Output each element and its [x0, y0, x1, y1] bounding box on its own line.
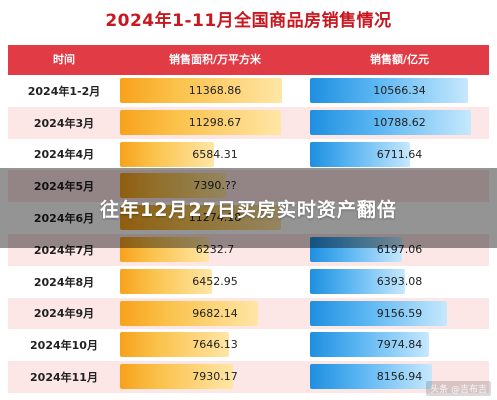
table-row: 2024年6月 11274.18 [8, 202, 489, 234]
overlay-headline: 往年12月27日买房实时资产翻倍 [100, 198, 397, 221]
area-value: 7930.17 [192, 370, 238, 384]
row-time: 2024年10月 [30, 339, 98, 353]
sales-value: 8156.94 [376, 370, 423, 384]
sales-bar [310, 300, 447, 326]
sales-value: 7974.84 [376, 338, 423, 352]
row-time: 2024年6月 [33, 212, 95, 226]
row-time: 2024年5月 [33, 180, 95, 194]
overlay-banner: 往年12月27日买房实时资产翻倍 [0, 168, 497, 248]
row-time: 2024年7月 [33, 243, 95, 257]
area-bar [120, 364, 234, 390]
area-bar [120, 78, 283, 103]
area-bar [120, 109, 282, 135]
table-row: 2024年8月 6452.95 6393.08 [8, 265, 489, 298]
area-value: 11298.67 [188, 115, 242, 129]
sales-bar [310, 268, 406, 294]
area-bar [120, 300, 259, 326]
table-row: 2024年11月 7930.17 8156.94 [8, 361, 489, 393]
header-area: 销售面积/万平方米 [168, 53, 262, 66]
area-bar [120, 173, 226, 199]
table-row: 2024年9月 9682.14 9156.59 [8, 297, 489, 330]
sales-bar [310, 332, 429, 358]
row-time: 2024年11月 [30, 371, 98, 385]
area-value: 6232.7 [195, 243, 235, 256]
area-value: 9682.14 [192, 306, 238, 320]
sales-bar [310, 237, 403, 262]
table-row: 2024年3月 11298.67 10788.62 [8, 106, 489, 139]
sales-value: 6711.64 [376, 147, 423, 161]
header-sales: 销售额/亿元 [369, 53, 430, 66]
sales-value: 9156.59 [376, 306, 423, 320]
area-value: 7646.13 [192, 338, 238, 352]
sales-value: 10788.62 [373, 115, 426, 129]
area-value: 11368.86 [188, 84, 242, 97]
table-row: 2024年4月 6584.31 6711.64 [8, 138, 489, 171]
area-bar [120, 237, 210, 262]
header-time: 时间 [53, 53, 75, 66]
sales-bar [310, 141, 411, 167]
area-bar [120, 332, 230, 358]
area-value: 6584.31 [192, 147, 238, 161]
sales-value: 6393.08 [376, 274, 423, 288]
table-row: 2024年5月 7390.?? [8, 170, 489, 203]
area-bar [120, 205, 282, 231]
area-value: 6452.95 [192, 274, 238, 288]
page-title: 2024年1-11月全国商品房销售情况 [105, 11, 392, 31]
title-band: 2024年1-11月全国商品房销售情况 [0, 0, 497, 38]
area-bar [120, 268, 213, 294]
row-time: 2024年8月 [33, 275, 95, 289]
sales-table: 时间 销售面积/万平方米 销售额/亿元 2024年1-2月 11368.86 105… [8, 45, 489, 393]
table-header: 时间 销售面积/万平方米 销售额/亿元 [8, 45, 489, 75]
table-row: 2024年7月 6232.7 6197.06 [8, 234, 489, 266]
row-time: 2024年3月 [33, 116, 95, 130]
sales-bar [310, 109, 471, 135]
sales-value: 10566.34 [373, 84, 426, 97]
table-row: 2024年1-2月 11368.86 10566.34 [8, 75, 489, 107]
row-time: 2024年4月 [33, 148, 95, 162]
sales-bar [310, 78, 468, 103]
sales-bar [310, 364, 432, 390]
area-value: 7390.?? [193, 179, 237, 193]
area-bar [120, 141, 215, 167]
area-value: 11274.18 [188, 211, 242, 225]
table-row: 2024年10月 7646.13 7974.84 [8, 329, 489, 362]
watermark: 头条 @吉布吉 [426, 381, 491, 396]
row-time: 2024年1-2月 [27, 84, 101, 98]
sales-value: 6197.06 [376, 243, 423, 256]
row-time: 2024年9月 [33, 307, 95, 321]
